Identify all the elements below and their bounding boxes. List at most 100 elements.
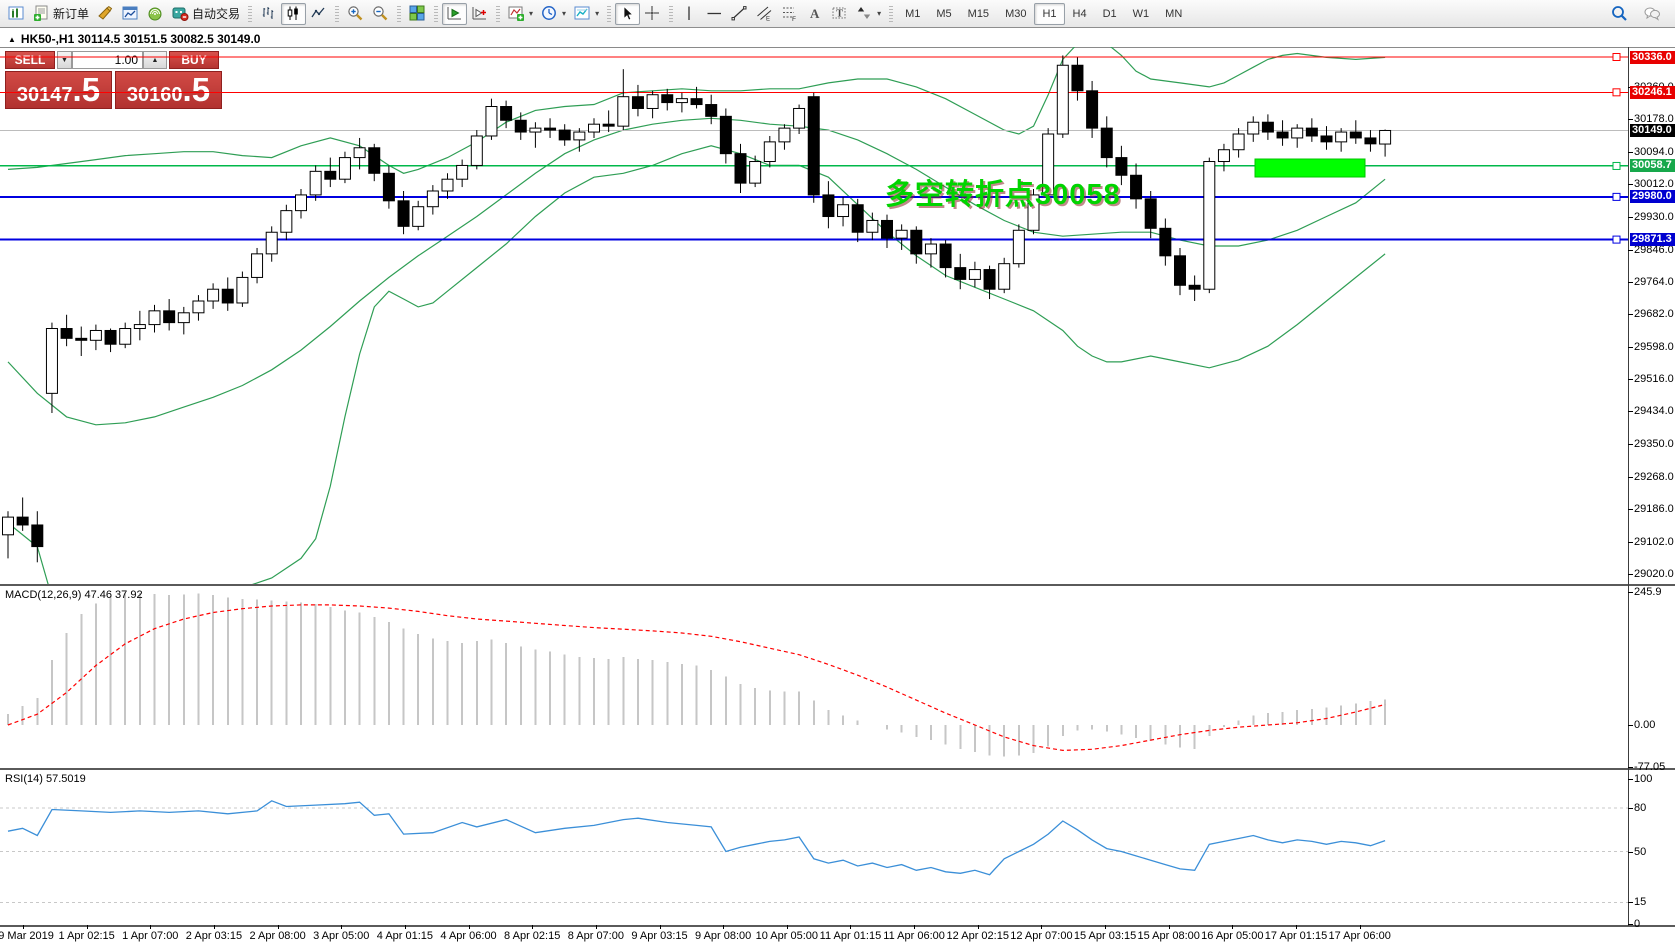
zoom-in-button[interactable] xyxy=(343,3,368,25)
autotrading-button[interactable]: 自动交易 xyxy=(168,3,244,25)
axis-tick xyxy=(1628,574,1633,576)
periods-button[interactable]: ▾ xyxy=(537,3,570,25)
vertical-line-button[interactable] xyxy=(677,3,702,25)
chart-shift-button[interactable] xyxy=(467,3,492,25)
chart-annotation-text[interactable]: 多空转折点30058 xyxy=(885,179,1121,211)
zoom-out-button[interactable] xyxy=(368,3,393,25)
toolbar-grip[interactable] xyxy=(889,5,894,22)
price-label: 30094.0 xyxy=(1634,146,1674,159)
price-tag: 30149.0 xyxy=(1630,123,1675,137)
timeframe-M30[interactable]: M30 xyxy=(1005,7,1027,20)
new-chart-button[interactable] xyxy=(118,3,143,25)
bollinger-lower-band xyxy=(7,145,1386,586)
price-tag: 29871.3 xyxy=(1630,233,1675,247)
chart-shift-icon xyxy=(471,5,488,22)
cursor-icon xyxy=(619,5,636,22)
toolbar-grip[interactable] xyxy=(248,5,253,22)
chat-button[interactable] xyxy=(1640,3,1665,25)
toolbar-grip[interactable] xyxy=(607,5,612,22)
text-label-button[interactable]: T xyxy=(827,3,852,25)
signals-button[interactable] xyxy=(143,3,168,25)
timeframe-M1[interactable]: M1 xyxy=(905,7,921,20)
axis-tick xyxy=(1628,346,1633,348)
crosshair-icon xyxy=(644,5,661,22)
dropdown-arrow-icon[interactable]: ▾ xyxy=(562,9,567,18)
time-label: 17 Apr 01:15 xyxy=(1264,930,1328,942)
hline-icon xyxy=(706,5,723,22)
text-button[interactable]: A xyxy=(802,3,827,25)
templates-button[interactable]: ▾ xyxy=(570,3,603,25)
pane-separator[interactable] xyxy=(0,768,1675,770)
timeframe-MN[interactable]: MN xyxy=(1165,7,1183,20)
app-button[interactable] xyxy=(4,3,29,25)
chart-window[interactable]: ▲ HK50-,H1 30114.5 30151.5 30082.5 30149… xyxy=(0,28,1675,943)
bar-chart-button[interactable] xyxy=(256,3,281,25)
time-label: 1 Apr 02:15 xyxy=(58,930,115,942)
arrows-button[interactable]: ▾ xyxy=(852,3,885,25)
rsi-scale-label: 100 xyxy=(1634,773,1653,785)
dropdown-arrow-icon[interactable]: ▾ xyxy=(877,9,882,18)
axis-tick xyxy=(1628,411,1633,413)
time-tick xyxy=(1105,925,1107,929)
auto-scroll-button[interactable] xyxy=(442,2,468,25)
price-chart-canvas[interactable] xyxy=(0,47,1628,586)
timeframe-M15[interactable]: M15 xyxy=(967,7,990,20)
time-tick xyxy=(659,925,661,929)
timeframe-H4[interactable]: H4 xyxy=(1072,7,1087,20)
time-tick xyxy=(213,925,215,929)
line-chart-icon xyxy=(310,5,327,22)
time-tick xyxy=(341,925,343,929)
toolbar-grip[interactable] xyxy=(496,5,501,22)
sell-price-main: 30147 xyxy=(16,84,73,106)
line-handle xyxy=(1612,53,1621,61)
time-label: 9 Apr 03:15 xyxy=(631,930,688,942)
new-order-button[interactable]: 新订单 xyxy=(29,3,93,25)
dropdown-arrow-icon[interactable]: ▾ xyxy=(595,9,600,18)
svg-text:E: E xyxy=(766,17,770,23)
collapse-triangle-icon[interactable]: ▲ xyxy=(8,34,16,44)
macd-scale-label: 0.00 xyxy=(1634,719,1656,731)
horn-button[interactable] xyxy=(93,3,118,25)
price-label: 29682.0 xyxy=(1634,307,1674,320)
price-label: 29350.0 xyxy=(1634,438,1674,451)
toolbar-grip[interactable] xyxy=(434,5,439,22)
dropdown-arrow-icon[interactable]: ▾ xyxy=(529,9,534,18)
timeframe-M5[interactable]: M5 xyxy=(936,7,952,20)
pane-separator[interactable] xyxy=(0,925,1675,927)
buy-price-tile[interactable]: 30160 .5 xyxy=(115,71,222,109)
time-tick xyxy=(23,925,24,929)
tile-windows-button[interactable] xyxy=(405,3,430,25)
timeframe-W1[interactable]: W1 xyxy=(1132,7,1150,20)
horizontal-line-button[interactable] xyxy=(702,3,727,25)
toolbar-grip[interactable] xyxy=(335,5,340,22)
cursor-button[interactable] xyxy=(615,2,641,25)
horn-icon xyxy=(97,5,114,22)
line-chart-button[interactable] xyxy=(306,3,331,25)
zoom-in-icon xyxy=(347,5,364,22)
time-label: 15 Apr 08:00 xyxy=(1137,930,1200,942)
toolbar-group-chart-type xyxy=(256,2,331,25)
sell-price-tile[interactable]: 30147 .5 xyxy=(5,71,112,109)
one-click-trade-panel: SELL ▼ 1.00 ▲ BUY 30147 .5 30160 .5 xyxy=(5,51,224,111)
volume-increase-button[interactable]: ▲ xyxy=(143,51,167,69)
indicators-button[interactable]: ▾ xyxy=(504,3,537,25)
volume-decrease-button[interactable]: ▼ xyxy=(57,51,72,69)
channel-button[interactable]: E xyxy=(752,3,777,25)
macd-indicator-canvas[interactable] xyxy=(0,587,1628,768)
pane-separator[interactable] xyxy=(0,584,1675,586)
rsi-indicator-canvas[interactable] xyxy=(0,771,1628,925)
crosshair-button[interactable] xyxy=(640,3,665,25)
zoom-out-icon xyxy=(372,5,389,22)
fibonacci-button[interactable]: F xyxy=(777,3,802,25)
price-tag: 30246.1 xyxy=(1630,85,1675,99)
price-axis-line[interactable] xyxy=(1628,47,1629,926)
toolbar-grip[interactable] xyxy=(669,5,674,22)
label-icon: T xyxy=(831,5,848,22)
toolbar-grip[interactable] xyxy=(397,5,402,22)
timeframe-H1[interactable]: H1 xyxy=(1034,2,1065,25)
price-label: 29186.0 xyxy=(1634,502,1674,515)
timeframe-D1[interactable]: D1 xyxy=(1102,7,1117,20)
search-button[interactable] xyxy=(1607,3,1632,25)
trendline-button[interactable] xyxy=(727,3,752,25)
candlestick-button[interactable] xyxy=(281,2,307,25)
